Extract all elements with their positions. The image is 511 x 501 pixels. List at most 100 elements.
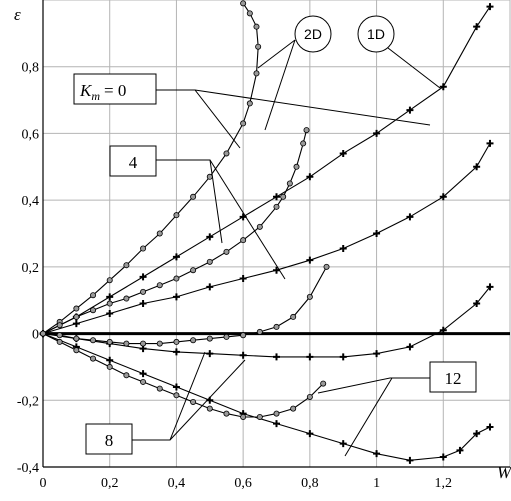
- km-subscript: m: [91, 89, 100, 103]
- series-layer: [39, 0, 494, 464]
- x-tick-label: 1: [373, 476, 380, 491]
- data-point: [306, 173, 314, 181]
- annotation-labels: Km = 0 4 8 12 2D 1D W ε: [14, 5, 511, 482]
- data-point: [156, 230, 163, 237]
- data-point: [456, 446, 464, 454]
- k12-box: [429, 361, 477, 393]
- data-point: [300, 140, 307, 147]
- data-point: [246, 100, 253, 107]
- data-point: [106, 356, 114, 364]
- data-point: [123, 295, 130, 302]
- data-point: [306, 393, 313, 400]
- data-point: [206, 396, 214, 404]
- data-point: [253, 23, 260, 30]
- km0-value: = 0: [104, 81, 126, 100]
- data-point: [486, 3, 494, 11]
- series-1D-km12: [39, 330, 494, 464]
- x-tick-label: 1,2: [435, 476, 453, 491]
- y-tick-label: 0,6: [22, 127, 40, 142]
- data-point: [40, 330, 47, 337]
- data-point: [173, 212, 180, 219]
- data-point: [306, 353, 314, 361]
- data-point: [473, 300, 481, 308]
- d2-circle: [294, 15, 332, 53]
- km0-label: Km = 0: [79, 81, 126, 103]
- series-2D-km12: [40, 330, 327, 420]
- data-point: [239, 351, 247, 359]
- data-point: [173, 275, 180, 282]
- data-point: [172, 293, 180, 301]
- data-point: [190, 267, 197, 274]
- data-point: [206, 283, 214, 291]
- data-point: [56, 322, 63, 329]
- data-point: [273, 266, 280, 274]
- y-tick-label: 0,8: [22, 61, 40, 76]
- x-tick-label: 0: [40, 476, 47, 491]
- data-point: [73, 335, 80, 342]
- axes: [42, 0, 510, 468]
- data-point: [373, 230, 381, 237]
- data-point: [240, 413, 247, 420]
- data-point: [139, 300, 147, 308]
- y-tick-label: 0,4: [22, 194, 40, 209]
- km-symbol: K: [79, 81, 93, 100]
- data-point: [373, 129, 381, 137]
- data-point: [223, 410, 230, 417]
- data-point: [190, 337, 197, 344]
- data-point: [172, 253, 180, 261]
- k8-label: 8: [105, 431, 114, 450]
- km0-box: [73, 73, 157, 105]
- series-2D-km4: [40, 127, 310, 337]
- leader-line: [209, 159, 286, 280]
- series-line: [42, 333, 491, 461]
- data-point: [273, 203, 280, 210]
- data-point: [439, 83, 447, 91]
- data-point: [306, 430, 314, 438]
- data-point: [306, 256, 314, 264]
- data-point: [106, 310, 114, 318]
- data-point: [206, 405, 213, 412]
- data-point: [406, 456, 414, 464]
- data-point: [90, 337, 97, 344]
- data-point: [239, 275, 247, 283]
- data-point: [406, 213, 414, 221]
- data-point: [290, 405, 297, 412]
- data-point: [139, 273, 147, 281]
- y-tick-label: 0,2: [22, 261, 40, 276]
- data-point: [123, 372, 130, 379]
- data-point: [239, 213, 247, 221]
- data-point: [486, 283, 494, 291]
- data-point: [290, 313, 297, 320]
- data-point: [256, 328, 263, 335]
- data-point: [339, 440, 347, 448]
- data-point: [273, 420, 280, 428]
- series-1D-km0: [39, 3, 494, 338]
- data-point: [156, 282, 163, 289]
- data-point: [406, 106, 414, 114]
- data-point: [123, 262, 130, 269]
- data-point: [256, 223, 263, 230]
- data-point: [172, 383, 180, 391]
- data-point: [373, 350, 381, 358]
- data-point: [56, 332, 63, 339]
- data-point: [156, 385, 163, 392]
- data-point: [140, 245, 147, 252]
- data-point: [140, 378, 147, 385]
- data-point: [256, 413, 263, 420]
- data-point: [206, 233, 214, 241]
- x-tick-label: 0,2: [101, 476, 119, 491]
- data-point: [406, 343, 414, 351]
- data-point: [123, 340, 130, 347]
- data-point: [223, 248, 230, 255]
- data-point: [473, 23, 481, 31]
- data-point: [373, 450, 381, 458]
- d1-label: 1D: [367, 26, 385, 42]
- k4-label: 4: [129, 153, 138, 172]
- leader-line: [264, 39, 296, 131]
- leader-line: [387, 47, 441, 89]
- leader-line: [257, 39, 296, 69]
- data-point: [339, 149, 347, 157]
- data-point: [190, 193, 197, 200]
- data-point: [173, 338, 180, 345]
- k12-label: 12: [445, 369, 462, 388]
